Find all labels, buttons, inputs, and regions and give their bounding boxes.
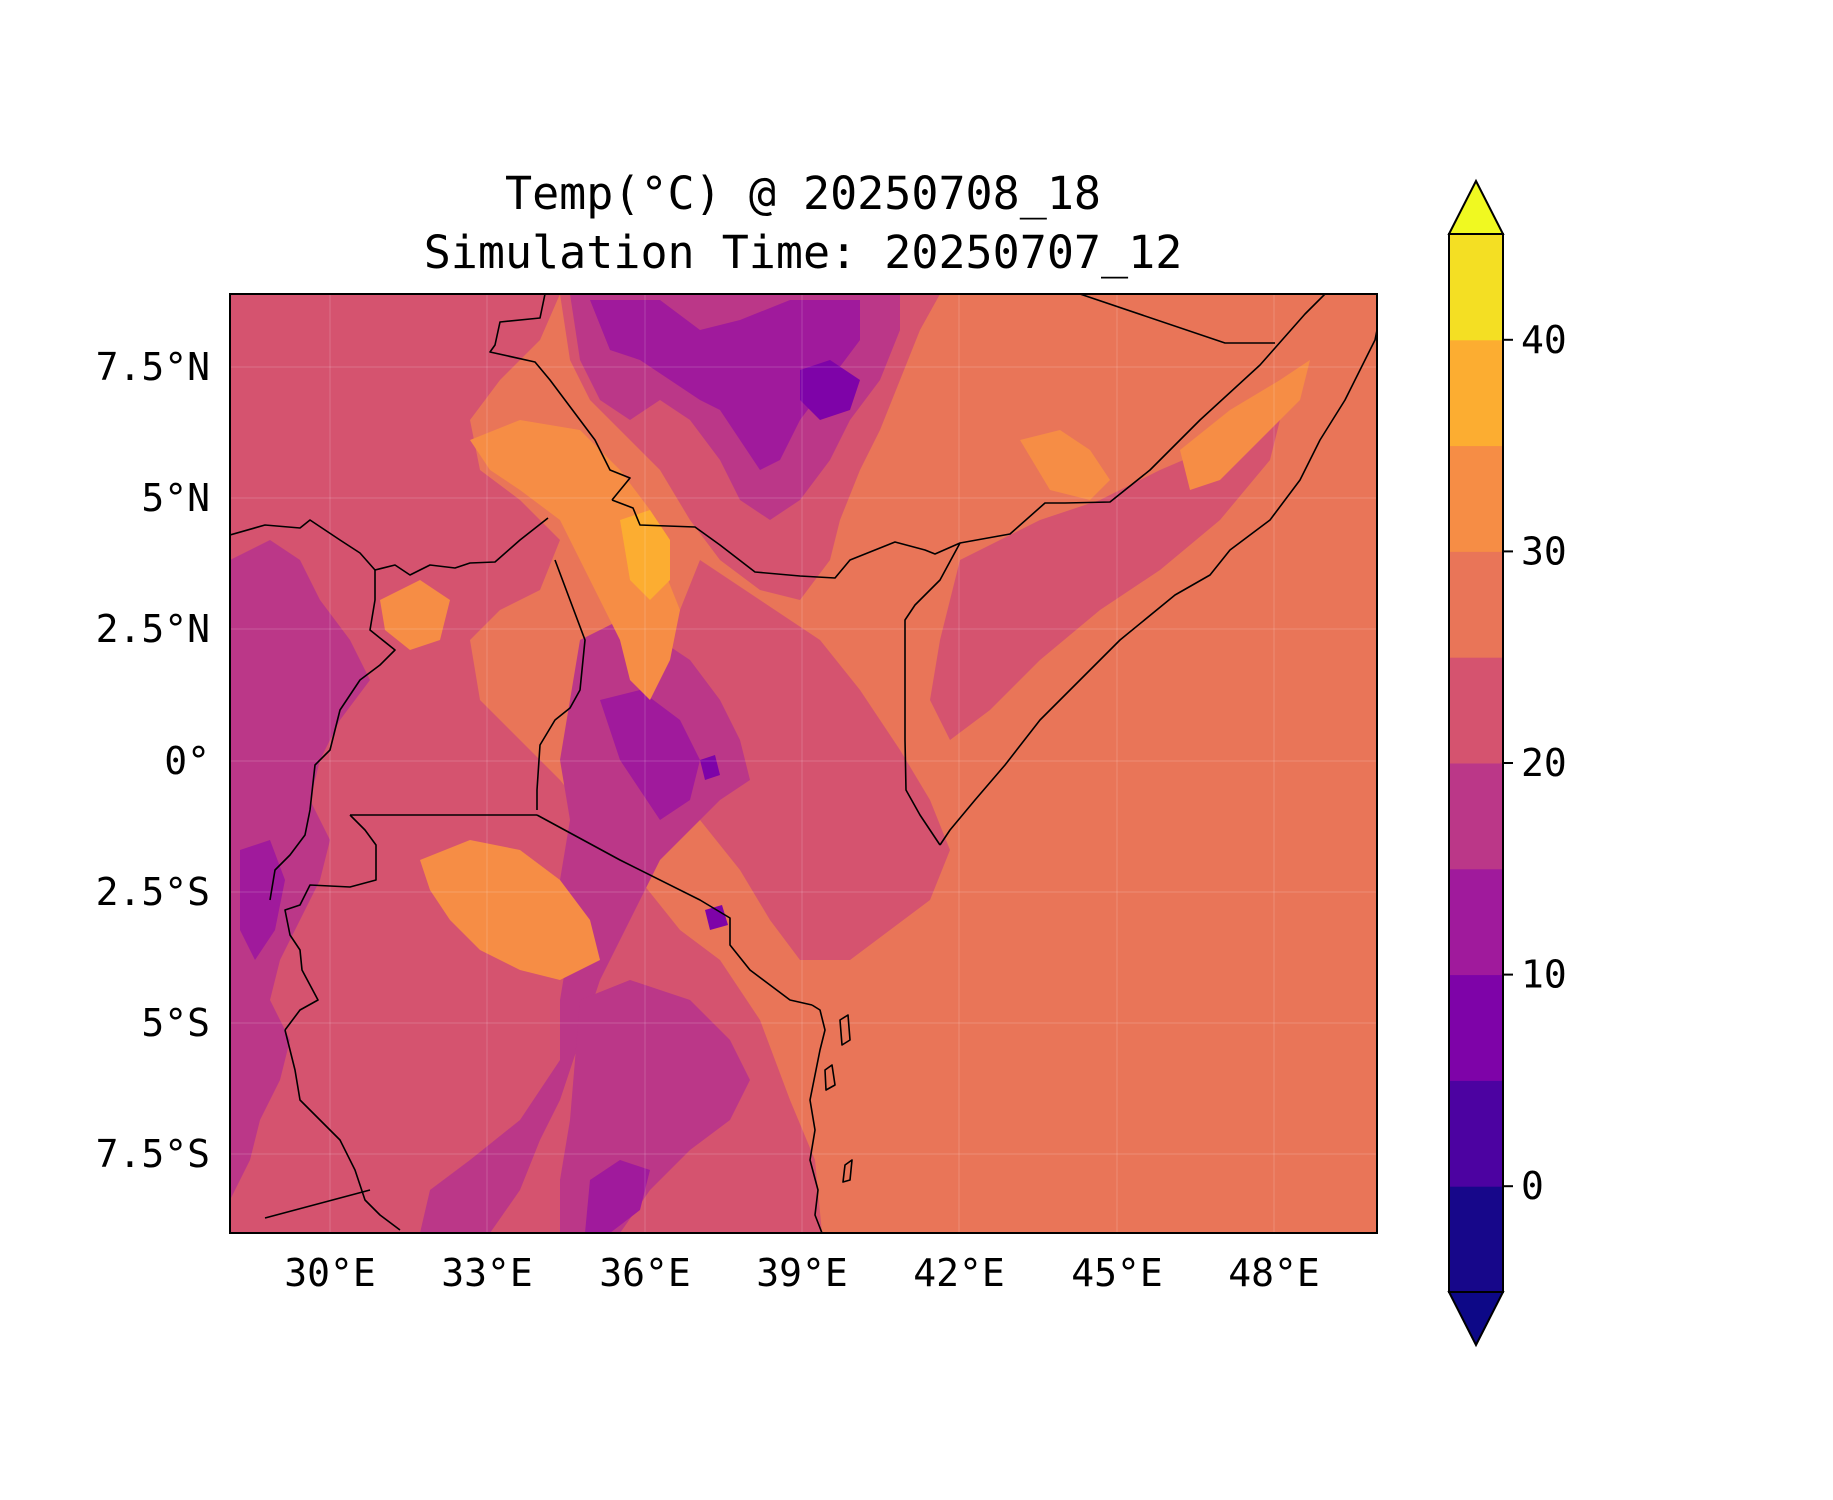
- lon-tick-36: 36°E: [599, 1251, 691, 1295]
- title-line-1: Temp(°C) @ 20250708_18: [505, 167, 1101, 220]
- temp-zone-midland-somalia: [930, 420, 1280, 740]
- border-kenya-tanzania: [536, 814, 813, 1006]
- border-south-sudan-ethiopia: [611, 294, 1326, 579]
- colorbar-segment: [1449, 868, 1503, 976]
- temp-zone-warm-south-sudan: [470, 420, 680, 700]
- colorbar-tick-label: 40: [1521, 318, 1567, 362]
- border-tanzania-lake-tanganyika: [284, 1029, 401, 1231]
- island-mafia: [842, 1159, 853, 1183]
- colorbar: 0 10 20 30 40: [1447, 178, 1567, 1348]
- temp-zone-highland-albertine: [230, 540, 370, 1200]
- lat-axis: 7.5°N 5°N 2.5°N 0° 2.5°S 5°S 7.5°S: [96, 345, 210, 1176]
- border-zambia-tanzania: [264, 1189, 371, 1219]
- colorbar-segment: [1449, 1080, 1503, 1187]
- gridlines: [230, 294, 1377, 1233]
- border-uganda-drc: [269, 570, 396, 901]
- colorbar-segment: [1449, 657, 1503, 764]
- temp-zone-cold-peaks-bale: [800, 360, 860, 420]
- border-kenya-ethiopia-somalia: [904, 542, 961, 846]
- temp-zone-cool-southern: [585, 1160, 650, 1233]
- lon-tick-30: 30°E: [284, 1251, 376, 1295]
- colorbar-segment: [1449, 551, 1503, 658]
- colorbar-tick-label: 20: [1521, 741, 1567, 785]
- colorbar-over-arrow: [1447, 178, 1505, 235]
- colorbar-segments: [1449, 234, 1503, 1293]
- border-south-sudan-drc: [230, 517, 549, 576]
- map-frame: [229, 293, 1378, 1234]
- lon-tick-48: 48°E: [1228, 1251, 1320, 1295]
- title-line-2: Simulation Time: 20250707_12: [424, 226, 1183, 279]
- temp-zone-warm-ogaden: [1020, 430, 1110, 500]
- colorbar-segment: [1449, 445, 1503, 552]
- temp-zone-warm-tanzania: [420, 840, 600, 980]
- temp-zone-cold-peaks-kenya: [700, 755, 720, 780]
- colorbar-segment: [1449, 763, 1503, 870]
- temp-zone-warm-somaliland: [1180, 360, 1310, 490]
- temp-zone-cold-peaks-kilimanjaro: [705, 905, 728, 930]
- colorbar-tick-label: 0: [1521, 1164, 1544, 1208]
- colorbar-under-arrow: [1447, 1291, 1505, 1348]
- colorbar-segment: [1449, 1186, 1503, 1293]
- lat-tick-5s: 5°S: [141, 1001, 210, 1045]
- border-uganda-kenya: [536, 559, 586, 810]
- temp-zone-warm-uganda: [380, 580, 450, 650]
- lon-tick-39: 39°E: [756, 1251, 848, 1295]
- colorbar-segment: [1449, 234, 1503, 341]
- lon-axis: 30°E 33°E 36°E 39°E 42°E 45°E 48°E: [284, 1251, 1320, 1295]
- colorbar-segment: [1449, 339, 1503, 447]
- colorbar-tick-label: 30: [1521, 529, 1567, 573]
- temp-zone-cool-kenya: [600, 690, 700, 820]
- colorbar-segment: [1449, 974, 1503, 1081]
- island-zanzibar: [839, 1014, 851, 1046]
- border-rwanda-burundi: [284, 814, 377, 1031]
- lon-tick-33: 33°E: [441, 1251, 533, 1295]
- island-pemba: [824, 1064, 836, 1091]
- temp-zone-hot-south-sudan: [620, 510, 670, 600]
- coastline-east-africa: [809, 329, 1377, 1233]
- country-borders: [230, 294, 1377, 1233]
- lat-tick-5n: 5°N: [141, 476, 210, 520]
- lat-tick-2-5s: 2.5°S: [96, 870, 210, 914]
- lat-tick-7-5s: 7.5°S: [96, 1132, 210, 1176]
- lat-tick-7-5n: 7.5°N: [96, 345, 210, 389]
- border-sudan-south-sudan: [489, 294, 631, 501]
- temp-zone-midland-east: [640, 560, 950, 960]
- border-ethiopia-eritrea: [1079, 294, 1275, 344]
- lon-tick-45: 45°E: [1071, 1251, 1163, 1295]
- map-area: [230, 294, 1377, 1233]
- temp-zone-cool-ethiopia: [590, 300, 860, 470]
- colorbar-tick-label: 10: [1521, 953, 1567, 997]
- lat-tick-0: 0°: [164, 739, 210, 783]
- lon-tick-42: 42°E: [913, 1251, 1005, 1295]
- lat-tick-2-5n: 2.5°N: [96, 607, 210, 651]
- colorbar-ticks: 0 10 20 30 40: [1503, 318, 1567, 1208]
- temp-zone-cool-rwenzori: [240, 840, 285, 960]
